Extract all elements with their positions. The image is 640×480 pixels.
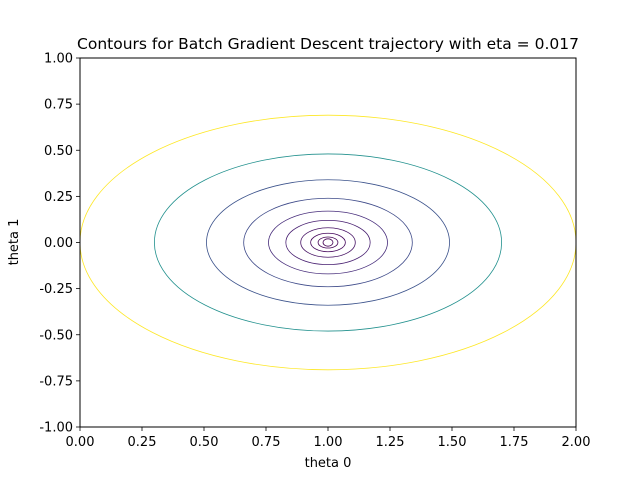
y-tick-label: 0.50 bbox=[44, 144, 73, 159]
y-tick-label: -0.50 bbox=[39, 328, 73, 343]
x-tick-label: 0.75 bbox=[252, 435, 281, 450]
y-tick-label: 0.75 bbox=[44, 98, 73, 113]
contour-level-7 bbox=[243, 197, 413, 288]
y-axis-label: theta 1 bbox=[7, 219, 22, 266]
contour-level-1 bbox=[322, 238, 334, 247]
contour-level-10 bbox=[80, 114, 576, 371]
x-tick-label: 1.50 bbox=[438, 435, 467, 450]
contour-level-9 bbox=[153, 153, 503, 332]
contour-level-5 bbox=[285, 219, 371, 266]
x-axis-ticks: 0.00 0.25 0.50 0.75 1.00 1.25 1.50 1.75 2.00 bbox=[66, 427, 591, 450]
x-tick-label: 0.25 bbox=[128, 435, 157, 450]
y-tick-label: 1.00 bbox=[44, 52, 73, 67]
contour-level-6 bbox=[268, 210, 388, 275]
plot-background bbox=[80, 58, 576, 427]
x-tick-label: 2.00 bbox=[562, 435, 591, 450]
y-tick-label: 0.25 bbox=[44, 190, 73, 205]
y-tick-label: 0.00 bbox=[44, 236, 73, 251]
y-axis-ticks: -1.00 -0.75 -0.50 -0.25 0.00 0.25 0.50 0.75 1.00 bbox=[39, 52, 80, 436]
x-tick-label: 1.25 bbox=[376, 435, 405, 450]
x-tick-label: 1.75 bbox=[500, 435, 529, 450]
contour-level-2 bbox=[317, 236, 339, 249]
chart-title: Contours for Batch Gradient Descent traj… bbox=[77, 35, 579, 53]
x-tick-label: 0.50 bbox=[190, 435, 219, 450]
contour-lines bbox=[80, 114, 576, 371]
contour-level-3 bbox=[310, 232, 346, 253]
contour-level-4 bbox=[300, 227, 356, 258]
y-tick-label: -0.25 bbox=[39, 282, 73, 297]
y-tick-label: -1.00 bbox=[39, 421, 73, 436]
x-tick-label: 0.00 bbox=[66, 435, 95, 450]
x-axis-label: theta 0 bbox=[305, 456, 352, 471]
x-tick-label: 1.00 bbox=[314, 435, 343, 450]
contour-level-8 bbox=[206, 179, 450, 306]
y-tick-label: -0.75 bbox=[39, 374, 73, 389]
